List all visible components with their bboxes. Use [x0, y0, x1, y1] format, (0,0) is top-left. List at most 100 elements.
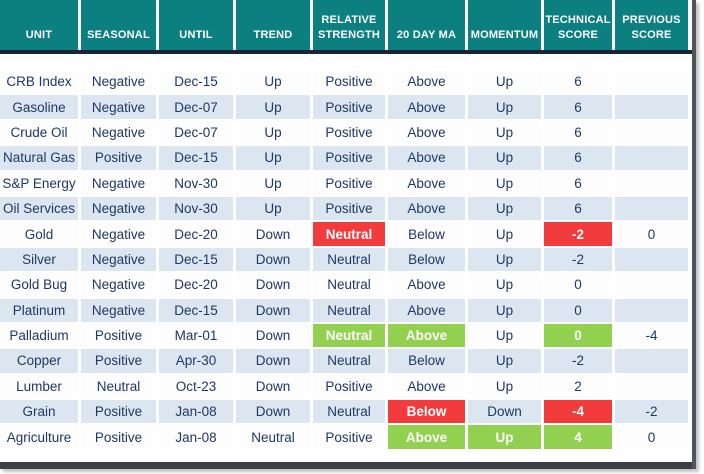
table-cell: -4 [544, 400, 612, 424]
table-cell: Positive [81, 323, 156, 348]
table-cell: Apr-30 [159, 349, 233, 373]
table-cell: Above [388, 196, 465, 221]
column-header: TREND [236, 0, 310, 50]
table-cell: Positive [313, 95, 385, 119]
column-header: UNTIL [159, 0, 233, 50]
commodity-technical-table: UNIT SEASONAL UNTIL TREND RELATIVE STRENGTH 2… [0, 0, 696, 469]
table-cell: Dec-20 [159, 222, 233, 246]
table-cell: Up [236, 70, 310, 94]
table-cell [615, 120, 688, 145]
table-cell: 0 [544, 273, 612, 297]
table-cell: Up [468, 349, 541, 373]
table-cell: Below [388, 400, 465, 424]
table-cell: Above [388, 95, 465, 119]
column-header: TECHNICAL SCORE [544, 0, 612, 50]
table-cell: 6 [544, 120, 612, 145]
table-cell: Up [236, 120, 310, 145]
table-cell: Up [236, 171, 310, 195]
row-label-cell: Gold Bug [0, 273, 78, 297]
table-cell: Down [236, 247, 310, 272]
table-cell [615, 374, 688, 399]
table-cell: Positive [313, 120, 385, 145]
table-cell [615, 349, 688, 373]
table-cell: Dec-15 [159, 70, 233, 94]
table-cell: Neutral [313, 298, 385, 322]
column-header: PREVIOUS SCORE [615, 0, 688, 50]
table-cell: Up [468, 146, 541, 170]
table-cell: Jan-08 [159, 425, 233, 449]
row-label-cell: Copper [0, 349, 78, 373]
table-cell: Dec-15 [159, 146, 233, 170]
table-cell: Down [236, 298, 310, 322]
table-cell: Neutral [313, 349, 385, 373]
table-cell: Positive [81, 349, 156, 373]
table-cell: Down [236, 273, 310, 297]
table-cell: Neutral [313, 273, 385, 297]
table-cell: 0 [615, 222, 688, 246]
column-header: UNIT [0, 0, 78, 50]
table-cell: 0 [544, 298, 612, 322]
table-cell: Positive [81, 146, 156, 170]
row-label-cell: CRB Index [0, 70, 78, 94]
table-cell: Neutral [313, 400, 385, 424]
table-cell: Negative [81, 196, 156, 221]
column-header: RELATIVE STRENGTH [313, 0, 385, 50]
header-underline [0, 50, 692, 54]
table-cell: Down [236, 323, 310, 348]
row-label-cell: Grain [0, 400, 78, 424]
row-label-cell: Gold [0, 222, 78, 246]
table-cell [615, 171, 688, 195]
table-cell: Neutral [313, 222, 385, 246]
table-cell: Mar-01 [159, 323, 233, 348]
table-cell: Down [468, 400, 541, 424]
table-cell: Above [388, 120, 465, 145]
table-cell: Up [468, 323, 541, 348]
table-cell: Jan-08 [159, 400, 233, 424]
table-cell: Up [468, 171, 541, 195]
table-cell: Above [388, 70, 465, 94]
row-label-cell: Oil Services [0, 196, 78, 221]
table-cell: -4 [615, 323, 688, 348]
table-cell: Oct-23 [159, 374, 233, 399]
table-cell: Positive [313, 374, 385, 399]
table-cell: Positive [81, 425, 156, 449]
table-cell: Negative [81, 120, 156, 145]
table-cell [615, 196, 688, 221]
table-cell: Up [468, 425, 541, 449]
table-cell: Up [236, 146, 310, 170]
table-cell [615, 273, 688, 297]
row-label-cell: Natural Gas [0, 146, 78, 170]
next-section-edge [0, 462, 692, 469]
row-label-cell: Gasoline [0, 95, 78, 119]
table-cell: Above [388, 146, 465, 170]
table-cell: Nov-30 [159, 171, 233, 195]
column-header: 20 DAY MA [388, 0, 465, 50]
table-cell: Up [468, 70, 541, 94]
table-cell: Above [388, 374, 465, 399]
table-cell: Positive [313, 425, 385, 449]
table-cell: Negative [81, 95, 156, 119]
table-cell: Up [468, 120, 541, 145]
table-cell: 0 [615, 425, 688, 449]
table-cell: Nov-30 [159, 196, 233, 221]
table-cell: Up [468, 247, 541, 272]
table-cell: Neutral [81, 374, 156, 399]
table-cell: 6 [544, 196, 612, 221]
table-cell: -2 [544, 247, 612, 272]
table-cell: Dec-15 [159, 298, 233, 322]
table-cell: Dec-15 [159, 247, 233, 272]
table-cell: Up [468, 374, 541, 399]
table-cell: Down [236, 222, 310, 246]
table-cell: 2 [544, 374, 612, 399]
table-cell: Below [388, 247, 465, 272]
table-cell: Dec-07 [159, 95, 233, 119]
table-cell: Above [388, 323, 465, 348]
table-cell: 0 [544, 323, 612, 348]
table-cell: 6 [544, 70, 612, 94]
table-cell: Above [388, 171, 465, 195]
table-cell: Negative [81, 298, 156, 322]
row-label-cell: Palladium [0, 323, 78, 348]
table-body: CRB Index Negative Dec-15 Up Positive Above Up… [0, 70, 692, 449]
table-cell: Neutral [313, 323, 385, 348]
